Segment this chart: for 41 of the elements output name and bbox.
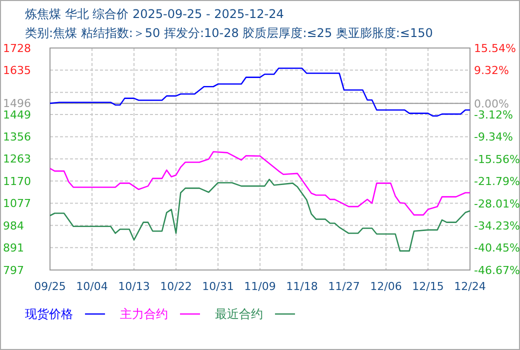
y-tick-label: 1728 <box>3 42 31 55</box>
legend-label: 主力合约 <box>120 307 168 321</box>
y2-tick-label: -46.67% <box>474 264 520 277</box>
y2-tick-label: 0.00% <box>474 97 509 110</box>
chart-title: 炼焦煤 华北 综合价 2025-09-25 - 2025-12-24 <box>25 7 284 21</box>
line-series <box>49 151 471 216</box>
x-tick-label: 12/06 <box>370 280 402 293</box>
y2-tick-label: -40.45% <box>474 242 520 255</box>
y-tick-label: 984 <box>3 219 24 232</box>
y2-tick-label: 9.32% <box>474 64 509 78</box>
y2-tick-label: -28.01% <box>474 197 520 210</box>
x-tick-label: 09/25 <box>34 280 66 293</box>
y-tick-label: 1635 <box>3 64 31 78</box>
y2-tick-label: -9.34% <box>474 130 513 144</box>
y2-tick-label: -21.79% <box>474 175 520 188</box>
line-series <box>49 178 471 252</box>
x-tick-label: 10/22 <box>160 280 192 293</box>
y-tick-label: 1263 <box>3 152 31 166</box>
x-tick-label: 11/27 <box>328 280 360 293</box>
y-tick-label: 1496 <box>3 97 31 110</box>
x-tick-label: 12/24 <box>454 280 486 293</box>
y-tick-label: 1449 <box>3 108 31 122</box>
y-tick-label: 1170 <box>3 174 31 188</box>
x-tick-label: 10/31 <box>202 280 234 293</box>
x-tick-label: 12/15 <box>412 280 444 293</box>
y2-tick-label: -3.12% <box>474 108 513 122</box>
y2-tick-label: 15.54% <box>474 42 516 55</box>
y-tick-label: 1356 <box>3 130 31 144</box>
line-series <box>49 68 471 117</box>
y2-tick-label: -15.56% <box>474 152 520 166</box>
legend-label: 最近合约 <box>215 307 263 321</box>
y-tick-label: 891 <box>3 241 24 254</box>
x-tick-label: 11/09 <box>244 280 276 293</box>
y2-tick-label: -34.23% <box>474 219 520 232</box>
legend-label: 现货价格 <box>25 307 73 321</box>
y-tick-label: 1077 <box>3 197 31 210</box>
x-tick-label: 11/18 <box>286 280 318 293</box>
x-tick-label: 10/13 <box>118 280 150 293</box>
y-tick-label: 797 <box>3 264 24 277</box>
x-tick-label: 10/04 <box>76 280 108 293</box>
chart-subtitle: 类别:焦煤 粘结指数:＞50 挥发分:10-28 胶质层厚度:≤25 奥亚膨胀度:≤150 <box>25 26 433 40</box>
